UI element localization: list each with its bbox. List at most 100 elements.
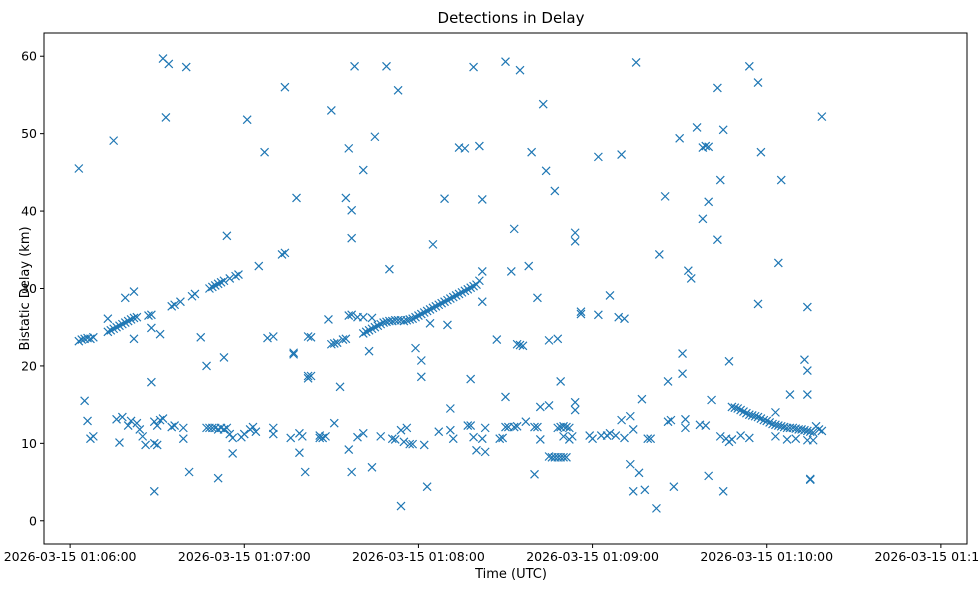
detection-point bbox=[477, 267, 487, 276]
detection-point bbox=[800, 425, 809, 435]
detection-point bbox=[361, 327, 371, 337]
detection-point bbox=[501, 57, 510, 67]
detection-point bbox=[576, 307, 586, 317]
detection-point bbox=[768, 419, 777, 429]
detection-point bbox=[533, 422, 542, 432]
detection-point bbox=[178, 423, 188, 433]
detection-point bbox=[501, 392, 510, 402]
detection-point bbox=[248, 422, 258, 432]
detection-point bbox=[219, 276, 229, 286]
detection-point bbox=[115, 321, 124, 331]
detection-point bbox=[660, 191, 670, 201]
detection-point bbox=[715, 431, 725, 441]
detection-point bbox=[210, 280, 220, 290]
detection-point bbox=[472, 280, 481, 290]
detection-point bbox=[562, 452, 571, 462]
detection-point bbox=[753, 299, 763, 309]
detection-point bbox=[686, 274, 696, 283]
detection-point bbox=[332, 338, 342, 348]
detection-point bbox=[814, 424, 824, 434]
detection-point bbox=[358, 312, 368, 322]
detection-point bbox=[222, 231, 232, 241]
detection-point bbox=[550, 186, 560, 196]
detection-point bbox=[390, 435, 400, 444]
detection-point bbox=[817, 426, 827, 436]
detection-point bbox=[358, 328, 368, 338]
detection-point bbox=[149, 438, 159, 448]
x-tick-label: 2026-03-15 01:10:00 bbox=[700, 549, 833, 564]
detection-point bbox=[611, 431, 621, 441]
detection-point bbox=[228, 448, 238, 458]
y-tick-label: 40 bbox=[21, 204, 37, 219]
detection-point bbox=[358, 428, 368, 438]
detection-point bbox=[773, 421, 783, 430]
detection-point bbox=[634, 468, 644, 478]
detection-point bbox=[492, 335, 502, 345]
detection-point bbox=[791, 434, 801, 444]
detection-point bbox=[213, 473, 223, 483]
detection-point bbox=[469, 62, 478, 72]
detection-point bbox=[495, 434, 505, 444]
detection-point bbox=[683, 266, 693, 276]
detection-point bbox=[474, 141, 484, 151]
detection-point bbox=[765, 418, 775, 427]
detection-point bbox=[294, 448, 304, 458]
detection-point bbox=[196, 332, 206, 342]
detection-point bbox=[80, 396, 90, 406]
detection-point bbox=[416, 309, 426, 319]
detection-point bbox=[207, 282, 217, 292]
detection-point bbox=[408, 439, 418, 449]
detection-point bbox=[306, 371, 316, 381]
detection-point bbox=[440, 194, 449, 204]
detection-point bbox=[347, 310, 357, 320]
detection-point bbox=[646, 434, 656, 444]
detection-point bbox=[292, 193, 301, 203]
detection-point bbox=[692, 123, 702, 132]
detection-point bbox=[712, 83, 722, 93]
detection-point bbox=[570, 236, 580, 246]
detection-point bbox=[440, 297, 449, 307]
detection-point bbox=[805, 475, 815, 485]
detection-point bbox=[678, 349, 687, 358]
detection-point bbox=[425, 318, 435, 328]
detection-point bbox=[414, 311, 423, 321]
detection-point bbox=[588, 434, 598, 444]
detection-point bbox=[463, 284, 473, 294]
detection-point bbox=[669, 482, 679, 492]
detection-point bbox=[303, 371, 313, 381]
detection-point bbox=[544, 400, 554, 410]
detection-point bbox=[437, 298, 447, 308]
detection-point bbox=[219, 352, 229, 362]
detection-point bbox=[164, 59, 174, 69]
detection-point bbox=[782, 435, 792, 444]
detection-point bbox=[808, 428, 818, 437]
detection-point bbox=[161, 112, 171, 122]
detection-point bbox=[396, 501, 406, 511]
detection-point bbox=[190, 289, 200, 299]
detection-point bbox=[408, 314, 418, 324]
detection-point bbox=[518, 341, 528, 351]
detection-point bbox=[399, 437, 409, 447]
x-tick-label: 2026-03-15 01:09:00 bbox=[526, 549, 659, 564]
detection-point bbox=[425, 304, 435, 314]
detection-point bbox=[335, 382, 345, 392]
detection-point bbox=[120, 318, 130, 327]
detection-point bbox=[222, 423, 232, 433]
detection-point bbox=[109, 324, 119, 334]
detection-point bbox=[170, 421, 180, 430]
detection-point bbox=[750, 411, 760, 421]
detection-point bbox=[753, 78, 763, 87]
detection-point bbox=[115, 438, 124, 447]
detection-point bbox=[759, 415, 769, 425]
detection-point bbox=[477, 297, 487, 307]
detection-point bbox=[625, 411, 635, 421]
detection-point bbox=[445, 404, 455, 413]
detection-point bbox=[74, 164, 84, 173]
y-axis: 0 10 20 30 40 50 60 bbox=[21, 49, 44, 528]
detection-point bbox=[280, 82, 290, 92]
detection-point bbox=[364, 346, 374, 356]
detection-point bbox=[605, 428, 615, 438]
detection-point bbox=[553, 423, 563, 433]
detection-point bbox=[556, 376, 566, 386]
detection-point bbox=[773, 258, 783, 268]
